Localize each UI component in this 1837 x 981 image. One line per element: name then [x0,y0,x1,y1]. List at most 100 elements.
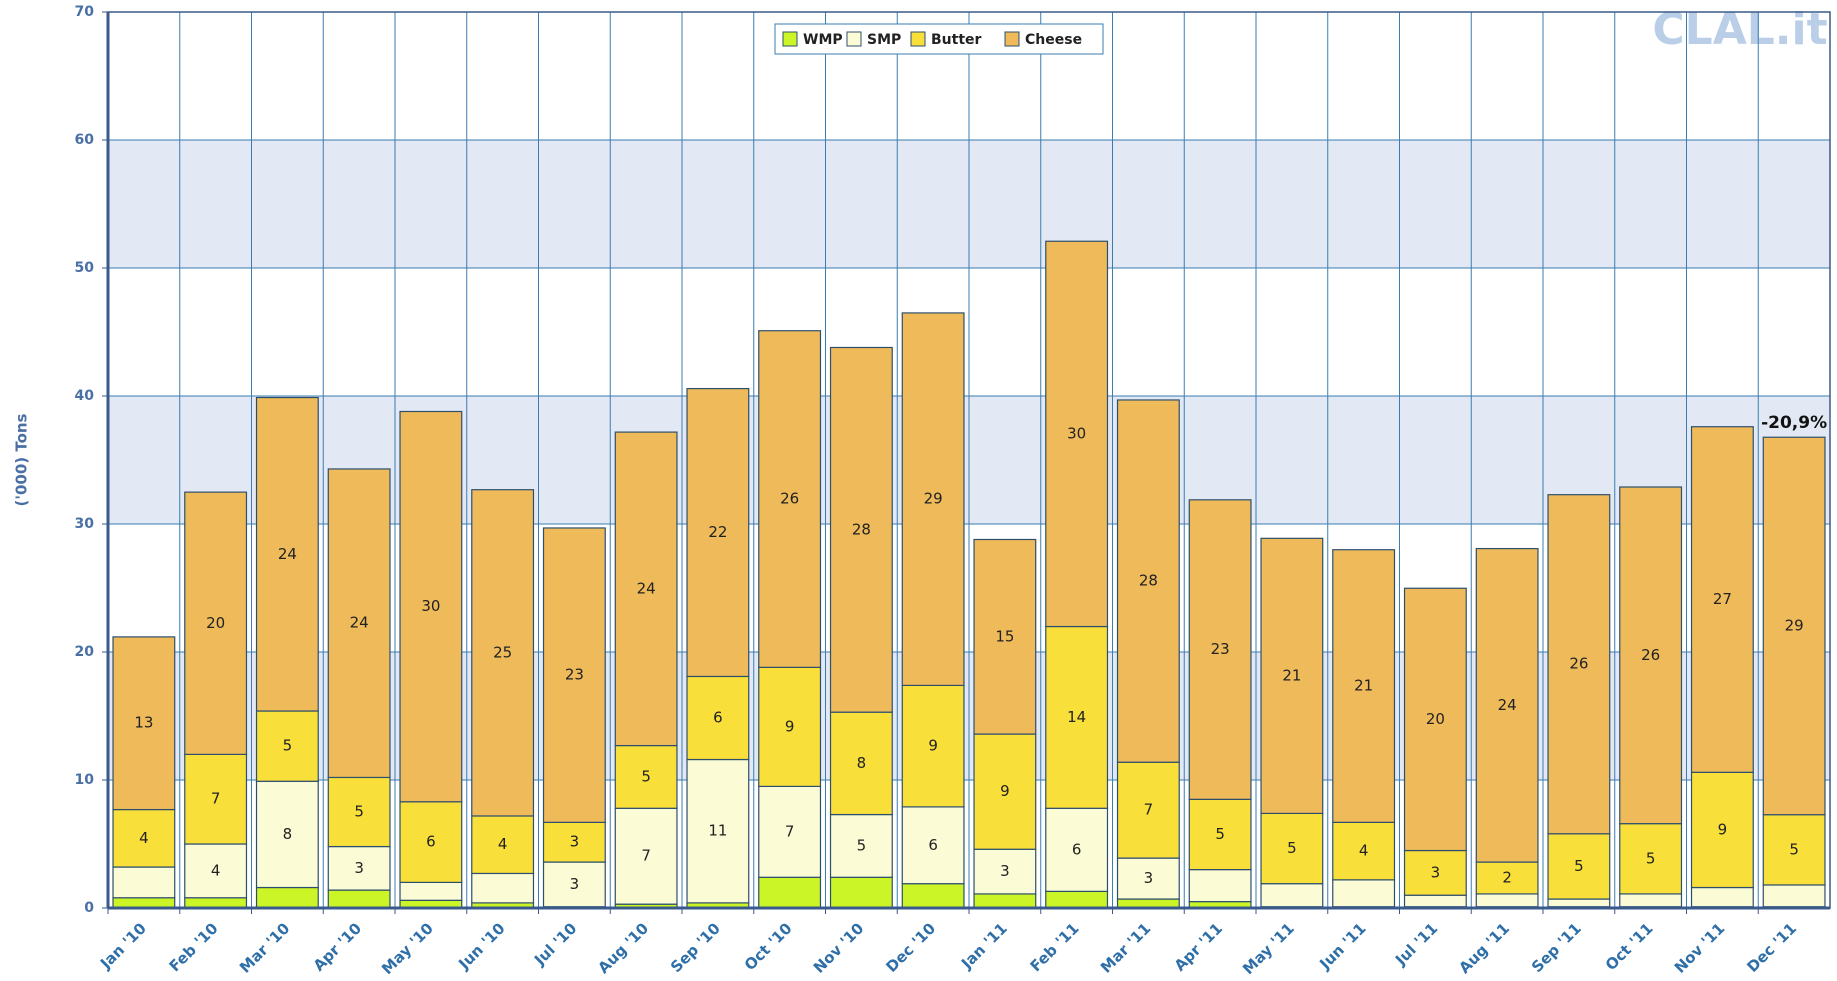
x-tick-label: May '11 [1239,919,1298,978]
bar-segment [1045,890,1109,909]
data-label: 20 [1426,710,1445,728]
data-label: 24 [1498,696,1517,714]
x-tick-label: Jul '10 [530,919,580,969]
data-label: 20 [206,614,225,632]
x-tick-label: Jan '11 [957,919,1011,973]
x-tick-label: May '10 [378,919,437,978]
legend-label: Butter [931,32,982,48]
x-tick-label: Nov '10 [810,919,868,977]
x-tick-label: Dec '10 [882,919,939,976]
legend-swatch [1004,31,1020,47]
y-tick-label: 50 [75,260,95,276]
x-tick-label: Feb '10 [166,919,222,975]
data-label: 5 [1789,840,1799,858]
x-tick-label: Jun '11 [1315,919,1369,973]
data-label: 24 [350,614,369,632]
bar-segment [614,807,678,905]
x-tick-label: Dec '11 [1743,919,1800,976]
data-label: 5 [1287,839,1297,857]
y-tick-label: 0 [84,900,94,916]
bar-segment [1547,833,1611,900]
data-label: 25 [493,643,512,661]
bar-segment [1547,898,1611,908]
bar-segment [471,489,535,817]
bar-segment [471,872,535,904]
data-label: 3 [1000,862,1010,880]
data-label: 14 [1067,708,1086,726]
x-tick-label: Apr '10 [310,919,365,974]
bar-segment [1188,499,1252,800]
legend-swatch [910,31,926,47]
plot-border [107,11,1831,909]
bar-segment [686,758,750,904]
data-label: 23 [565,666,584,684]
data-label: 3 [1431,863,1441,881]
legend-box [774,23,1104,55]
data-label: 5 [354,803,364,821]
data-label: 6 [426,833,436,851]
bar-segment [614,744,678,809]
bar-segment [255,886,319,909]
bar-segment [1403,587,1467,852]
data-label: 3 [1144,869,1154,887]
annotation: -20,9% [1761,413,1827,433]
data-label: 26 [1641,646,1660,664]
bar-segment [1547,494,1611,835]
legend-label: SMP [867,32,901,48]
legend-swatch [846,31,862,47]
bar-segment [1475,547,1539,863]
bar-segment [973,538,1037,735]
bar-segment [901,806,965,885]
data-label: 4 [139,829,149,847]
bar-segment [1188,868,1252,903]
data-label: 7 [1144,801,1154,819]
y-tick-label: 20 [75,644,95,660]
data-label: 6 [713,708,723,726]
bar-segment [112,866,176,899]
data-label: 28 [852,520,871,538]
bar-segment [184,843,248,899]
bar-segment [1690,771,1754,889]
bar-segment [184,897,248,909]
x-tick-label: Apr '11 [1171,919,1226,974]
bar-segment [1045,807,1109,892]
legend-swatch [782,31,798,47]
y-axis-label: ('000) Tons [13,413,31,506]
data-label: 3 [570,875,580,893]
bar-segment [614,431,678,747]
data-label: 15 [995,627,1014,645]
bar-segment [542,527,606,823]
data-label: 21 [1282,666,1301,684]
data-label: 11 [708,822,727,840]
bar-segment [1116,761,1180,859]
y-tick-label: 30 [75,516,95,532]
bar-segment [327,776,391,848]
data-label: 13 [134,714,153,732]
data-label: 6 [928,836,938,854]
bar-segment [1116,399,1180,763]
bar-segment [1045,240,1109,628]
bar-segment [829,876,893,909]
data-label: 24 [278,545,297,563]
bar-segment [471,815,535,875]
bar-segment [1403,894,1467,908]
x-tick-label: Nov '11 [1671,919,1729,977]
bar-segment [1332,879,1396,908]
x-tick-label: Jan '10 [96,919,150,973]
bar-segment [973,848,1037,895]
data-label: 5 [1215,825,1225,843]
x-tick-label: Sep '10 [667,919,724,976]
data-label: 26 [1569,655,1588,673]
bar-segment [1260,537,1324,815]
data-label: 7 [641,847,651,865]
bar-segment [1475,893,1539,908]
x-tick-label: Aug '11 [1455,919,1513,977]
bar-segment [758,876,822,909]
bar-segment [1762,884,1826,908]
bar-segment [1045,625,1109,809]
x-tick-label: Feb '11 [1027,919,1083,975]
x-tick-label: Sep '11 [1528,919,1585,976]
bar-segment [901,883,965,909]
data-label: 26 [780,490,799,508]
